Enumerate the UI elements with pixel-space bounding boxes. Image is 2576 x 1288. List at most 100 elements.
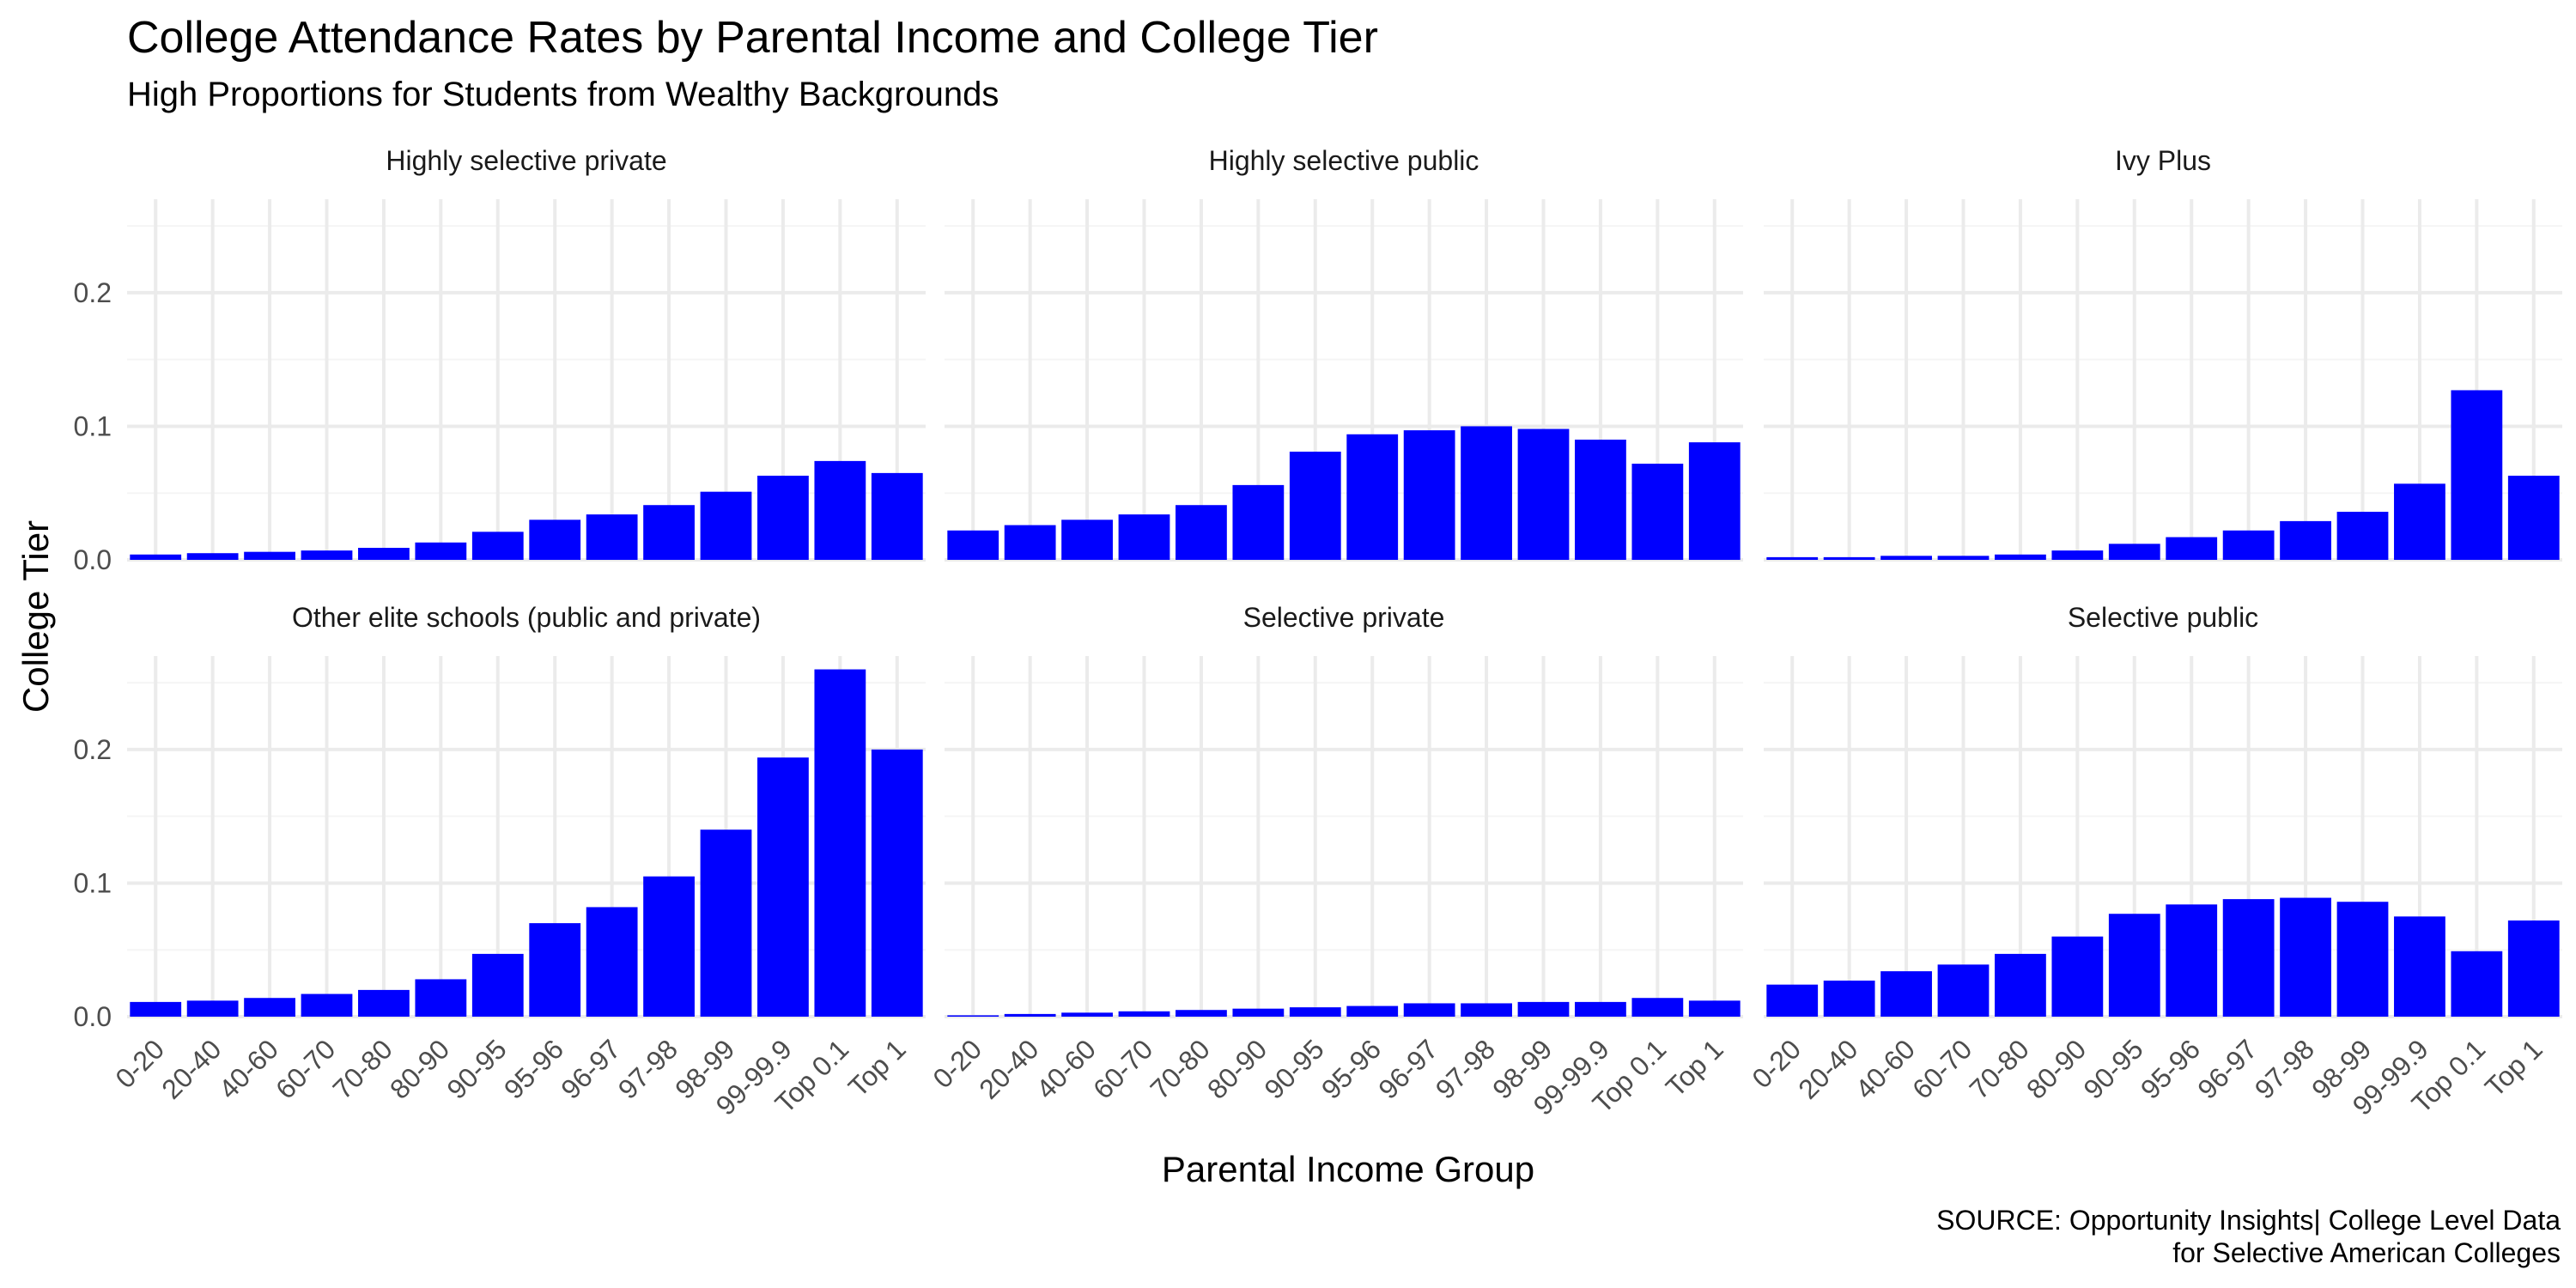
bar [1631, 464, 1684, 560]
facet-title: Ivy Plus [2115, 145, 2211, 176]
x-tick-label: 80-90 [1201, 1033, 1273, 1104]
x-tick-label: 95-96 [2135, 1033, 2206, 1104]
bar [1823, 981, 1875, 1017]
bar [471, 532, 524, 560]
x-tick-label: 96-97 [1372, 1033, 1443, 1104]
bar [1631, 998, 1684, 1017]
bar [871, 472, 923, 560]
bar [1289, 452, 1341, 560]
bar [2051, 936, 2104, 1017]
bar [1766, 984, 1819, 1017]
x-tick-label: 90-95 [2077, 1033, 2148, 1104]
bar [2394, 916, 2445, 1017]
bar [1937, 556, 1990, 560]
bar [415, 542, 467, 560]
bar [700, 491, 752, 560]
y-tick-label: 0.1 [74, 867, 112, 898]
x-tick-label: 95-96 [1315, 1033, 1387, 1104]
y-tick-label: 0.2 [74, 277, 112, 308]
x-tick-label: 40-60 [1850, 1033, 1921, 1104]
facet-title: Selective private [1243, 602, 1445, 633]
bar [2336, 902, 2389, 1017]
bar [2051, 550, 2104, 560]
x-tick-label: Top 1 [1660, 1033, 1729, 1103]
bar [1575, 1001, 1626, 1017]
bar [1118, 1011, 1170, 1017]
chart-title: College Attendance Rates by Parental Inc… [127, 13, 1378, 63]
facet-title: Highly selective private [386, 145, 666, 176]
bar [757, 476, 809, 560]
bar [1232, 484, 1285, 560]
bar [871, 749, 923, 1017]
x-tick-label: 97-98 [2249, 1033, 2320, 1104]
bar [2108, 914, 2160, 1017]
bar [1346, 1005, 1399, 1017]
x-tick-label: 96-97 [555, 1033, 626, 1104]
bar [586, 514, 638, 560]
facet-panel: Selective public0-2020-4040-6060-7070-80… [1746, 602, 2562, 1121]
bar [1517, 428, 1570, 560]
bar [2280, 897, 2331, 1017]
bar [1880, 556, 1932, 560]
bar [2507, 920, 2560, 1017]
bar [2108, 544, 2160, 560]
bar [700, 829, 752, 1017]
bar [643, 505, 695, 560]
bar [1403, 430, 1455, 560]
facet-panel: Highly selective private 0.0 0.1 0.2 [74, 145, 926, 575]
bar [2280, 520, 2331, 560]
bar [2166, 904, 2218, 1017]
y-tick-label: 0.0 [74, 544, 112, 575]
bar [186, 553, 239, 560]
x-tick-label: Top 1 [842, 1033, 912, 1103]
x-tick-label: 80-90 [384, 1033, 455, 1104]
bar [1461, 426, 1512, 560]
bar [947, 1015, 999, 1017]
bar [415, 979, 467, 1017]
y-tick-label: 0.1 [74, 410, 112, 441]
x-tick-label: Top 1 [2479, 1033, 2549, 1103]
facet-panel: Highly selective public [945, 145, 1743, 562]
caption-line-1: SOURCE: Opportunity Insights| College Le… [1936, 1205, 2561, 1236]
facet-panel: Ivy Plus [1764, 145, 2562, 562]
x-tick-label: 20-40 [155, 1033, 227, 1104]
facet-title: Selective public [2068, 602, 2258, 633]
bar [1061, 519, 1113, 560]
x-tick-label: 70-80 [327, 1033, 398, 1104]
bar [1289, 1007, 1341, 1017]
bar [2451, 951, 2503, 1017]
bar [1766, 556, 1819, 560]
bar [1823, 556, 1875, 560]
bar [358, 548, 410, 560]
x-tick-label: 90-95 [440, 1033, 512, 1104]
x-tick-label: 20-40 [973, 1033, 1044, 1104]
chart-subtitle: High Proportions for Students from Wealt… [127, 76, 999, 113]
bar [301, 550, 353, 560]
x-tick-label: 60-70 [270, 1033, 341, 1104]
bar [2222, 899, 2275, 1017]
bar [2166, 537, 2218, 560]
bar [244, 998, 295, 1017]
bar [301, 993, 353, 1017]
bar [130, 554, 182, 560]
bar [1176, 505, 1227, 560]
facet-panel: Other elite schools (public and private)… [74, 602, 926, 1121]
bar [1061, 1012, 1113, 1017]
bar [186, 1000, 239, 1017]
bar [1995, 554, 2046, 560]
caption-line-2: for Selective American Colleges [2172, 1237, 2561, 1268]
bar [1517, 1001, 1570, 1017]
x-axis-title: Parental Income Group [1162, 1149, 1534, 1189]
bar [1688, 442, 1741, 560]
bar [1995, 953, 2046, 1017]
bar [1346, 434, 1399, 560]
bar [471, 953, 524, 1017]
bar [130, 1001, 182, 1017]
bar [529, 923, 581, 1017]
bar [1688, 1000, 1741, 1017]
x-tick-label: 96-97 [2191, 1033, 2263, 1104]
bar [1880, 971, 1932, 1017]
x-tick-label: 20-40 [1792, 1033, 1863, 1104]
bar [358, 989, 410, 1017]
